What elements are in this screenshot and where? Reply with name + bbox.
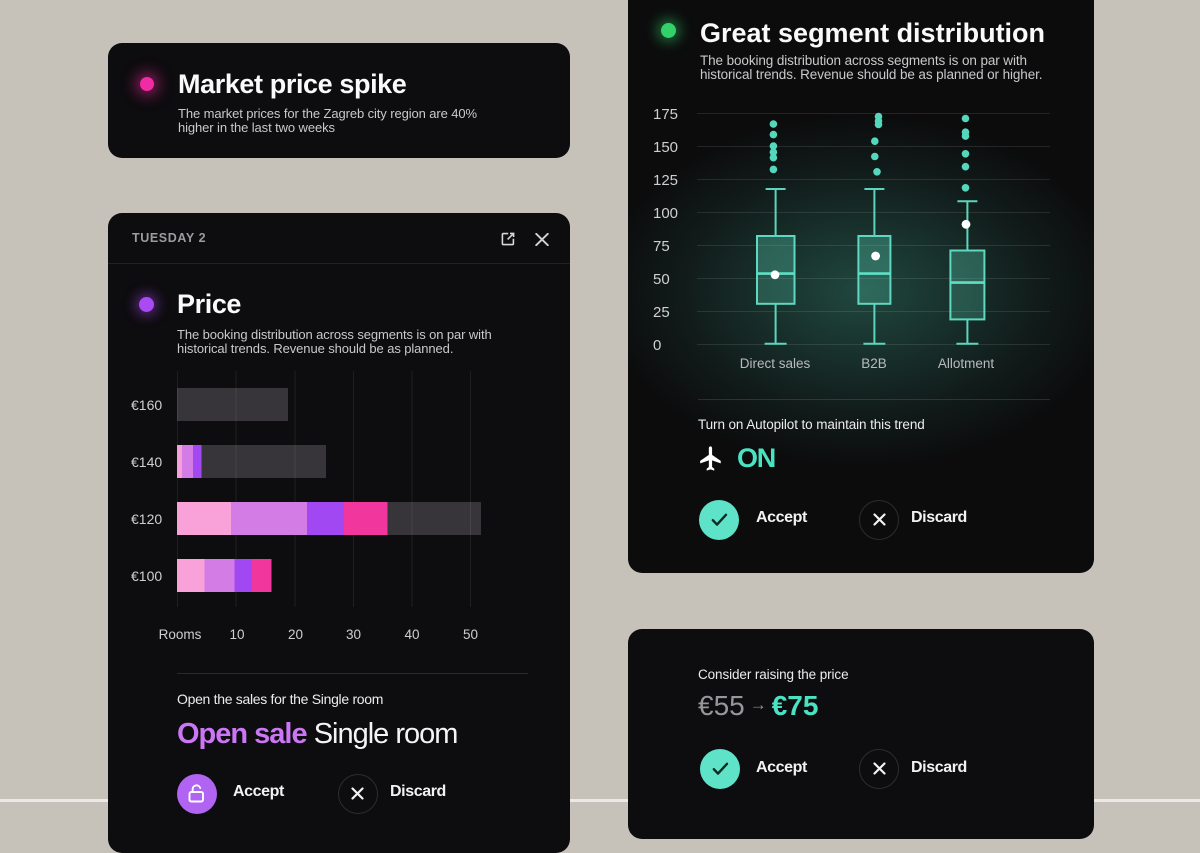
svg-text:75: 75	[653, 238, 670, 255]
svg-text:Allotment: Allotment	[938, 356, 995, 371]
svg-text:40: 40	[404, 627, 419, 642]
svg-text:€140: €140	[131, 454, 162, 470]
svg-text:B2B: B2B	[861, 356, 887, 371]
svg-text:175: 175	[653, 106, 678, 123]
svg-text:10: 10	[229, 627, 244, 642]
svg-text:50: 50	[463, 627, 478, 642]
svg-text:€160: €160	[131, 397, 162, 413]
svg-text:50: 50	[653, 271, 670, 288]
svg-text:25: 25	[653, 304, 670, 321]
svg-text:Direct sales: Direct sales	[740, 356, 811, 371]
svg-text:20: 20	[288, 627, 303, 642]
svg-text:€100: €100	[131, 568, 162, 584]
svg-text:150: 150	[653, 139, 678, 156]
svg-text:0: 0	[653, 337, 661, 354]
svg-text:125: 125	[653, 172, 678, 189]
svg-text:100: 100	[653, 205, 678, 222]
svg-text:30: 30	[346, 627, 361, 642]
svg-text:€120: €120	[131, 511, 162, 527]
svg-text:Rooms: Rooms	[159, 627, 202, 642]
